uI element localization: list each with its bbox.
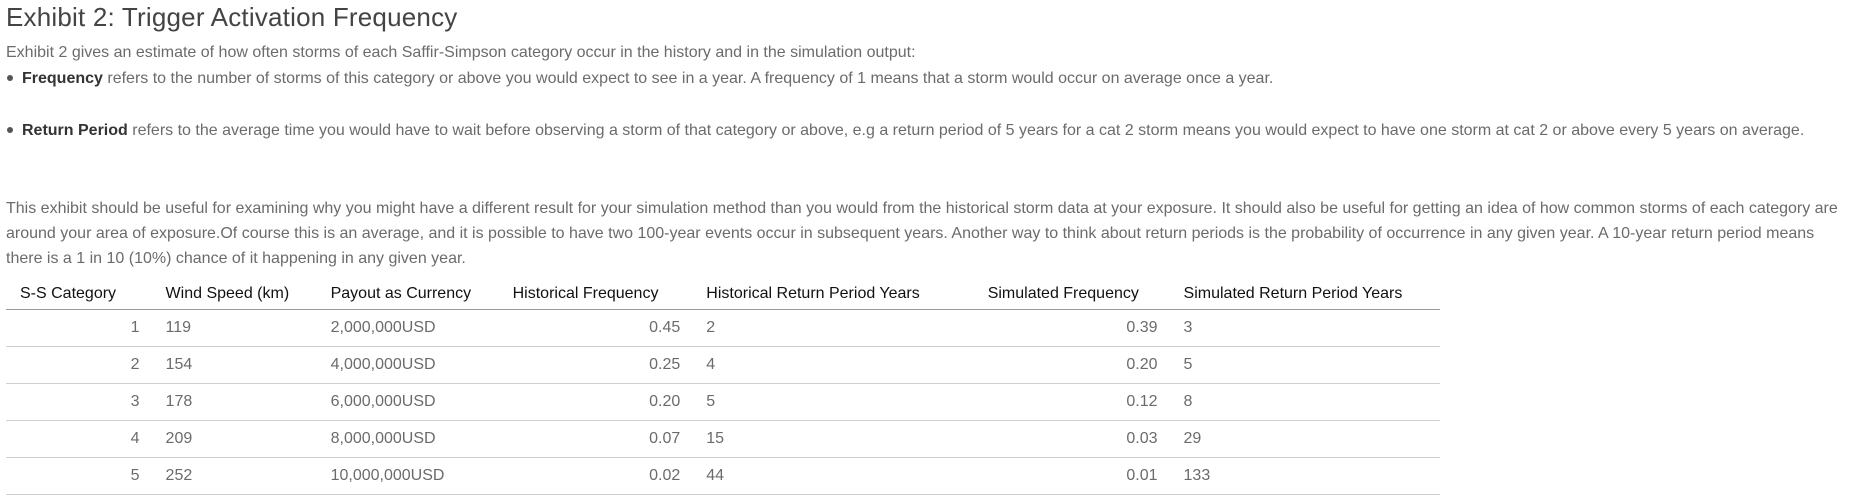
bullet-term: Frequency	[22, 70, 103, 87]
bullet-dot-icon	[7, 74, 13, 81]
cell-payout: 10,000,000USD	[316, 457, 499, 495]
header-wind-speed: Wind Speed (km)	[151, 279, 317, 310]
table-header-row: S-S Category Wind Speed (km) Payout as C…	[6, 279, 1440, 310]
bullet-return-period: Return Period refers to the average time…	[6, 118, 1851, 144]
cell-historical-return-period: 15	[692, 420, 974, 458]
cell-simulated-frequency: 0.12	[973, 383, 1170, 421]
table-row: 3 178 6,000,000USD 0.20 5 0.12 8	[6, 383, 1440, 421]
cell-wind-speed: 178	[151, 383, 317, 421]
cell-payout: 2,000,000USD	[316, 309, 499, 347]
bullet-dot-icon	[7, 126, 13, 133]
cell-historical-return-period: 4	[692, 346, 974, 384]
cell-wind-speed: 252	[151, 457, 317, 495]
cell-category: 2	[6, 346, 152, 384]
cell-simulated-frequency: 0.20	[973, 346, 1170, 384]
cell-simulated-frequency: 0.01	[973, 457, 1170, 495]
cell-historical-frequency: 0.45	[498, 309, 693, 347]
header-payout: Payout as Currency	[316, 279, 499, 310]
cell-historical-frequency: 0.02	[498, 457, 693, 495]
intro-paragraph: Exhibit 2 gives an estimate of how often…	[6, 44, 916, 61]
cell-historical-frequency: 0.20	[498, 383, 693, 421]
exhibit-title: Exhibit 2: Trigger Activation Frequency	[6, 2, 458, 32]
cell-wind-speed: 119	[151, 309, 317, 347]
cell-historical-frequency: 0.25	[498, 346, 693, 384]
cell-category: 5	[6, 457, 152, 495]
bullet-text: refers to the average time you would hav…	[127, 122, 1805, 139]
table-row: 2 154 4,000,000USD 0.25 4 0.20 5	[6, 346, 1440, 384]
header-historical-return-period: Historical Return Period Years	[692, 279, 974, 310]
cell-simulated-return-period: 29	[1169, 420, 1440, 458]
bullet-term: Return Period	[22, 122, 128, 139]
header-simulated-return-period: Simulated Return Period Years	[1169, 279, 1440, 310]
cell-payout: 8,000,000USD	[316, 420, 499, 458]
cell-simulated-return-period: 3	[1169, 309, 1440, 347]
explanation-paragraph: This exhibit should be useful for examin…	[6, 200, 1838, 267]
header-simulated-frequency: Simulated Frequency	[973, 279, 1170, 310]
cell-simulated-return-period: 8	[1169, 383, 1440, 421]
cell-payout: 6,000,000USD	[316, 383, 499, 421]
cell-category: 4	[6, 420, 152, 458]
cell-simulated-return-period: 133	[1169, 457, 1440, 495]
cell-historical-return-period: 2	[692, 309, 974, 347]
frequency-table: S-S Category Wind Speed (km) Payout as C…	[6, 279, 1440, 495]
table-row: 1 119 2,000,000USD 0.45 2 0.39 3	[6, 309, 1440, 347]
cell-wind-speed: 154	[151, 346, 317, 384]
cell-simulated-return-period: 5	[1169, 346, 1440, 384]
table-row: 4 209 8,000,000USD 0.07 15 0.03 29	[6, 420, 1440, 458]
cell-historical-frequency: 0.07	[498, 420, 693, 458]
bullet-frequency: Frequency refers to the number of storms…	[6, 66, 1851, 92]
cell-category: 1	[6, 309, 152, 347]
cell-category: 3	[6, 383, 152, 421]
header-ss-category: S-S Category	[6, 279, 152, 310]
bullet-text: refers to the number of storms of this c…	[102, 70, 1274, 87]
cell-wind-speed: 209	[151, 420, 317, 458]
cell-payout: 4,000,000USD	[316, 346, 499, 384]
cell-historical-return-period: 5	[692, 383, 974, 421]
cell-simulated-frequency: 0.39	[973, 309, 1170, 347]
cell-historical-return-period: 44	[692, 457, 974, 495]
header-historical-frequency: Historical Frequency	[498, 279, 693, 310]
cell-simulated-frequency: 0.03	[973, 420, 1170, 458]
table-row: 5 252 10,000,000USD 0.02 44 0.01 133	[6, 457, 1440, 495]
